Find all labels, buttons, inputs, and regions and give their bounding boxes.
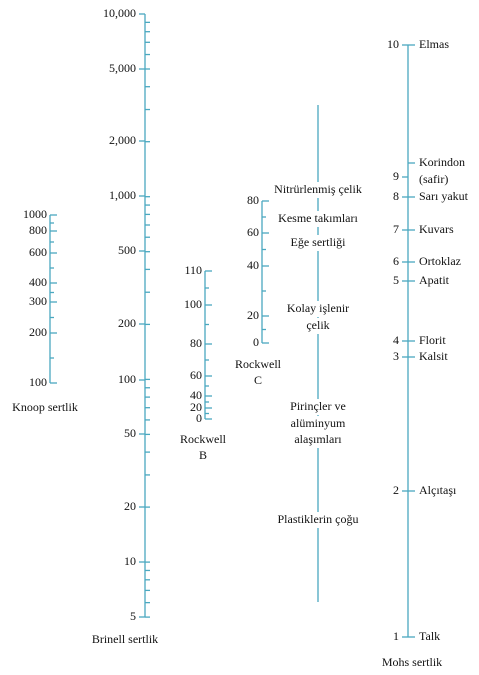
tick-label: 1,000: [109, 188, 136, 202]
tick-label: 80: [247, 193, 259, 207]
tick-label: 0: [196, 411, 202, 425]
tick-label: 600: [29, 245, 47, 259]
mineral-label: Kuvars: [419, 222, 454, 236]
tick-label: 20: [190, 400, 202, 414]
tick-label: 60: [247, 225, 259, 239]
mineral-label: Sarı yakut: [419, 189, 469, 203]
scale-name: B: [199, 448, 207, 462]
tick-label: 10,000: [103, 6, 136, 20]
mineral-label: Florit: [419, 333, 446, 347]
label-bg: [270, 416, 366, 432]
material-label: Kesme takımları: [278, 211, 358, 225]
tick-label: 5: [130, 609, 136, 623]
label-bg: [270, 318, 366, 334]
tick-label: 1000: [23, 207, 47, 221]
tick-label: 2,000: [109, 133, 136, 147]
material-label: Nitrürlenmiş çelik: [274, 182, 362, 196]
tick-label: 100: [29, 375, 47, 389]
mineral-label: Ortoklaz: [419, 254, 461, 268]
mineral-label: Alçıtaşı: [419, 483, 457, 497]
tick-label: 500: [118, 243, 136, 257]
mineral-label: Kalsit: [419, 349, 448, 363]
tick-label: 4: [393, 333, 399, 347]
tick-label: 20: [247, 308, 259, 322]
tick-label: 400: [29, 275, 47, 289]
tick-label: 10: [124, 554, 136, 568]
tick-label: 100: [184, 297, 202, 311]
material-label: Eğe sertliği: [291, 235, 347, 249]
label-bg: [270, 211, 366, 227]
label-bg: [270, 182, 366, 198]
material-label: alaşımları: [294, 432, 342, 446]
tick-label: 20: [124, 499, 136, 513]
material-label: çelik: [306, 318, 329, 332]
tick-label: 0: [253, 335, 259, 349]
material-label: Pirinçler ve: [290, 399, 346, 413]
tick-label: 800: [29, 223, 47, 237]
tick-label: 300: [29, 294, 47, 308]
tick-label: 9: [393, 169, 399, 183]
mineral-label: Korindon: [419, 155, 465, 169]
tick-label: 110: [184, 263, 202, 277]
tick-label: 40: [190, 388, 202, 402]
tick-label: 8: [393, 189, 399, 203]
tick-label: 50: [124, 426, 136, 440]
tick-label: 1: [393, 629, 399, 643]
material-label: Plastiklerin çoğu: [278, 512, 359, 526]
mineral-label: Apatit: [419, 273, 450, 287]
tick-label: 6: [393, 254, 399, 268]
scale-name: Mohs sertlik: [382, 655, 442, 669]
label-bg: [270, 235, 366, 251]
tick-label: 7: [393, 222, 399, 236]
material-label: Kolay işlenir: [287, 301, 349, 315]
scale-name: Rockwell: [235, 357, 282, 371]
tick-label: 80: [190, 336, 202, 350]
tick-label: 40: [247, 258, 259, 272]
tick-label: 10: [387, 37, 399, 51]
scale-name: Rockwell: [180, 432, 227, 446]
label-bg: [270, 399, 366, 415]
tick-label: 200: [29, 325, 47, 339]
tick-label: 100: [118, 372, 136, 386]
label-bg: [270, 432, 366, 448]
scale-name: C: [254, 373, 262, 387]
tick-label: 60: [190, 368, 202, 382]
label-bg: [270, 512, 366, 528]
tick-label: 2: [393, 483, 399, 497]
material-label: alüminyum: [291, 416, 346, 430]
tick-label: 200: [118, 316, 136, 330]
scale-name: Brinell sertlik: [92, 632, 158, 646]
tick-label: 5,000: [109, 61, 136, 75]
mineral-label: Elmas: [419, 37, 449, 51]
tick-label: 5: [393, 273, 399, 287]
mineral-label: Talk: [419, 629, 440, 643]
tick-label: 3: [393, 349, 399, 363]
mineral-label: (safir): [419, 172, 448, 186]
scale-name: Knoop sertlik: [12, 400, 78, 414]
label-bg: [270, 301, 366, 317]
